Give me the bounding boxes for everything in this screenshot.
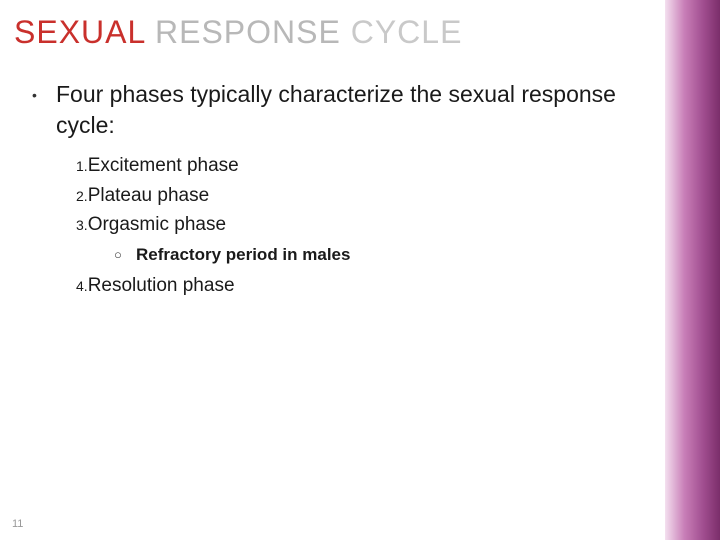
main-bullet-text: Four phases typically characterize the s… — [56, 79, 645, 141]
numbered-list: 1.Excitement phase 2.Plateau phase 3.Org… — [76, 151, 645, 301]
list-item: 2.Plateau phase — [76, 181, 645, 210]
list-item: 1.Excitement phase — [76, 151, 645, 180]
title-word-1: SEXUAL — [14, 14, 145, 50]
item-number: 2. — [76, 188, 88, 204]
title-word-3: CYCLE — [351, 14, 463, 50]
list-item: 3.Orgasmic phase — [76, 210, 645, 239]
hollow-bullet-icon: ○ — [114, 245, 136, 262]
main-bullet-row: • Four phases typically characterize the… — [32, 79, 645, 141]
item-number: 3. — [76, 217, 88, 233]
slide-content: SEXUAL RESPONSE CYCLE • Four phases typi… — [0, 0, 665, 540]
item-text: Resolution phase — [88, 275, 235, 296]
page-number: 11 — [12, 518, 23, 530]
item-text: Excitement phase — [88, 155, 239, 176]
sub-bullet-text: Refractory period in males — [136, 245, 350, 265]
item-text: Plateau phase — [88, 185, 210, 206]
slide-title: SEXUAL RESPONSE CYCLE — [14, 14, 645, 51]
item-text: Orgasmic phase — [88, 214, 226, 235]
gradient-sidebar — [665, 0, 720, 540]
list-item: 4.Resolution phase — [76, 271, 645, 300]
item-number: 1. — [76, 158, 88, 174]
item-number: 4. — [76, 278, 88, 294]
title-word-2: RESPONSE — [155, 14, 341, 50]
sub-bullet-row: ○ Refractory period in males — [114, 245, 645, 265]
bullet-icon: • — [32, 79, 56, 103]
